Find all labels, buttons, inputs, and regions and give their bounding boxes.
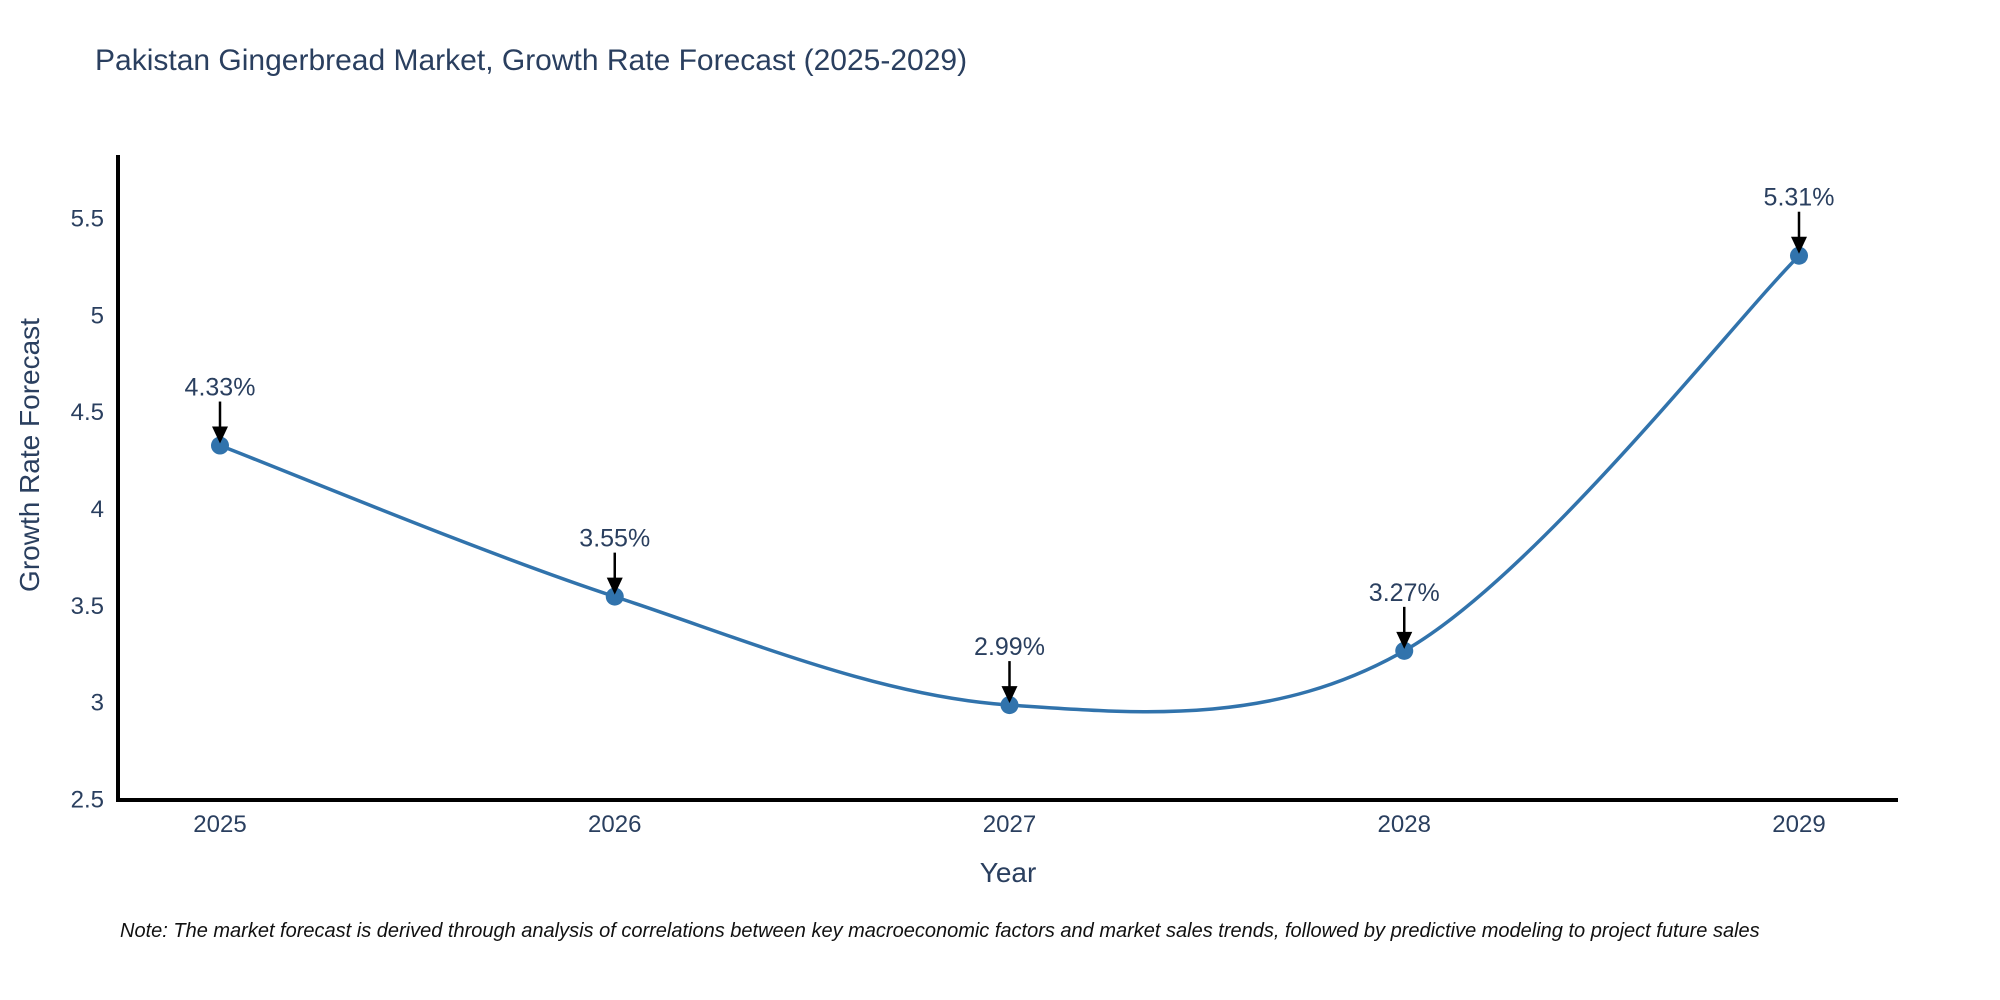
data-point-2027[interactable] bbox=[1000, 696, 1019, 715]
annotation-arrow-head bbox=[212, 426, 228, 444]
x-tick-label: 2025 bbox=[193, 811, 246, 838]
annotation-arrow-head bbox=[1001, 686, 1018, 704]
annotation-label: 3.27% bbox=[1369, 579, 1440, 607]
x-tick-label: 2026 bbox=[588, 811, 641, 838]
data-point-2029[interactable] bbox=[1790, 246, 1808, 265]
x-axis-title: Year bbox=[979, 857, 1037, 888]
y-tick-label: 4.5 bbox=[71, 399, 104, 426]
chart-title: Pakistan Gingerbread Market, Growth Rate… bbox=[95, 44, 968, 77]
annotation-label: 4.33% bbox=[185, 374, 256, 402]
footnote: Note: The market forecast is derived thr… bbox=[120, 920, 1760, 942]
annotation-label: 3.55% bbox=[579, 525, 650, 553]
data-point-2026[interactable] bbox=[605, 587, 624, 606]
x-tick-label: 2028 bbox=[1378, 811, 1431, 838]
annotation-label: 5.31% bbox=[1764, 184, 1835, 212]
y-tick-label: 4 bbox=[91, 496, 104, 523]
y-tick-label: 5.5 bbox=[71, 205, 104, 232]
annotation-arrow-head bbox=[606, 577, 623, 595]
y-tick-label: 3 bbox=[91, 690, 104, 717]
x-tick-label: 2029 bbox=[1772, 811, 1825, 838]
y-tick-label: 3.5 bbox=[71, 593, 104, 620]
y-tick-label: 5 bbox=[91, 302, 104, 329]
series-line bbox=[219, 254, 1801, 714]
annotation-arrow-head bbox=[1791, 236, 1807, 254]
annotation-arrow-head bbox=[1396, 631, 1413, 649]
data-point-2025[interactable] bbox=[211, 436, 229, 455]
y-tick-label: 2.5 bbox=[71, 787, 104, 814]
x-tick-label: 2027 bbox=[983, 811, 1036, 838]
data-point-2028[interactable] bbox=[1395, 641, 1414, 660]
annotation-label: 2.99% bbox=[974, 633, 1045, 661]
